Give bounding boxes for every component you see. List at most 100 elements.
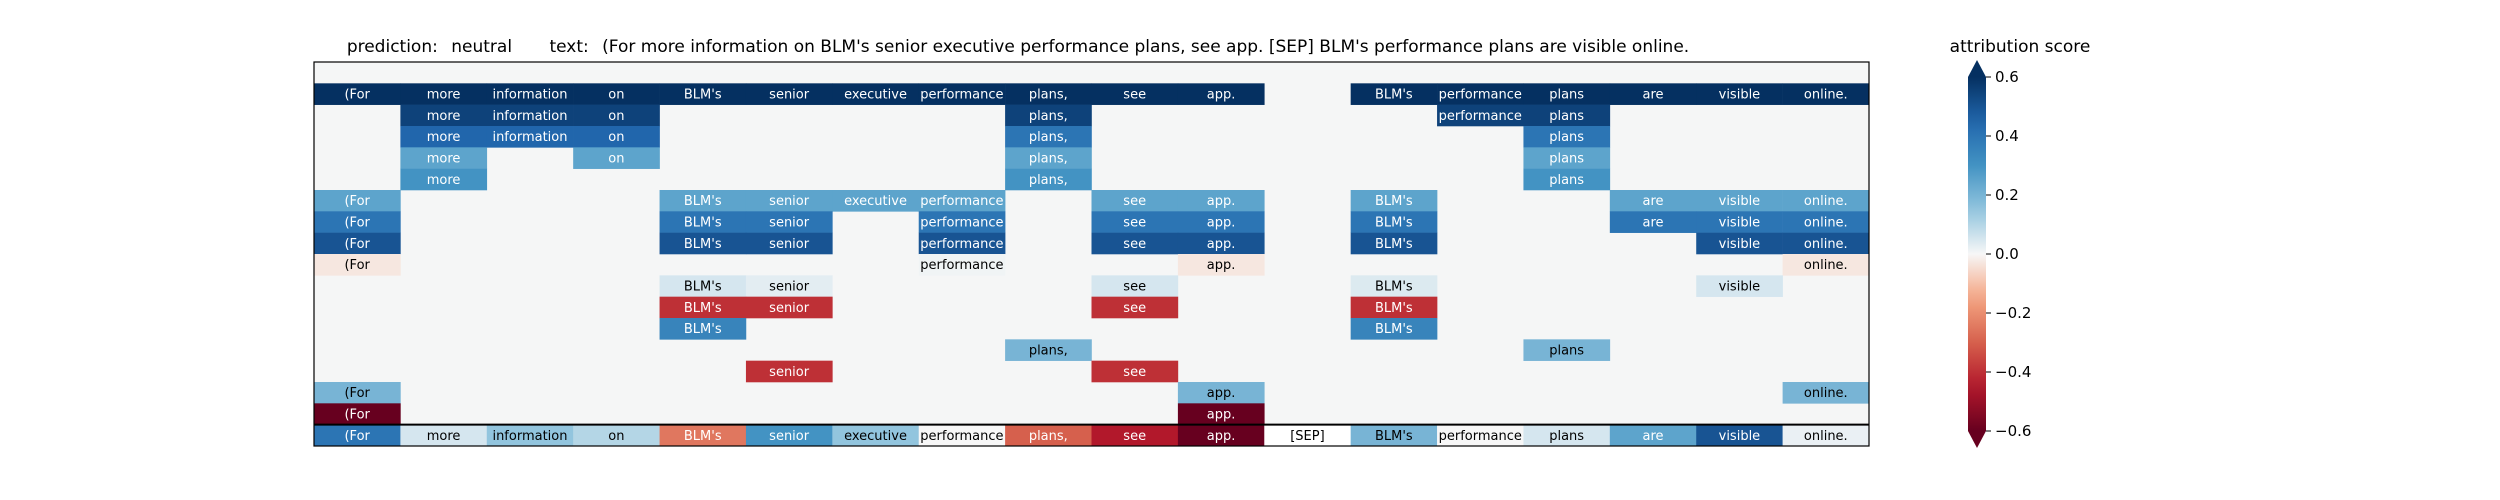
- cell-token-label: app.: [1207, 88, 1236, 103]
- cell-token-label: more: [427, 130, 461, 145]
- colorbar-tick-label: 0.2: [1995, 186, 2019, 204]
- heatmap-cell: [745, 360, 833, 383]
- cell-token-label: on: [608, 88, 624, 103]
- summary-cell: [573, 424, 660, 447]
- cell-token-label: plans: [1549, 344, 1584, 359]
- heatmap-cell: [400, 104, 488, 127]
- summary-token-label: plans: [1549, 429, 1584, 444]
- heatmap-cell: [1177, 382, 1265, 404]
- cell-token-label: plans,: [1029, 173, 1068, 188]
- heatmap-cell: [1782, 382, 1870, 404]
- chart-title: prediction: neutral text: (For more info…: [347, 37, 1689, 57]
- summary-cell: [1523, 424, 1611, 447]
- cell-token-label: BLM's: [684, 194, 722, 209]
- cell-token-label: more: [427, 109, 461, 124]
- heatmap-cell: [314, 403, 401, 425]
- cell-token-label: plans: [1549, 152, 1584, 167]
- cell-token-label: online.: [1804, 216, 1848, 231]
- heatmap-cell: [1091, 83, 1179, 105]
- summary-cell: [918, 424, 1006, 447]
- heatmap-cell: [1177, 403, 1265, 425]
- heatmap-cell: [1091, 296, 1179, 319]
- cell-token-label: (For: [344, 408, 370, 423]
- heatmap-cell: [400, 83, 488, 105]
- cell-token-label: senior: [769, 216, 810, 231]
- summary-cell: [1782, 424, 1870, 447]
- summary-cell: [1177, 424, 1265, 447]
- summary-cell: [314, 424, 401, 447]
- summary-token-label: [SEP]: [1290, 429, 1324, 444]
- heatmap-cell: [659, 211, 747, 233]
- heatmap-cell: [1696, 190, 1783, 212]
- summary-token-label: BLM's: [684, 429, 722, 444]
- heatmap-cell: [1696, 232, 1783, 255]
- cell-token-label: executive: [844, 88, 907, 103]
- cell-token-label: BLM's: [1375, 194, 1413, 209]
- cell-token-label: plans: [1549, 88, 1584, 103]
- summary-token-label: see: [1123, 429, 1146, 444]
- summary-token-label: online.: [1804, 429, 1848, 444]
- heatmap-cell: [1177, 83, 1265, 105]
- cell-token-label: see: [1123, 280, 1146, 295]
- cell-token-label: on: [608, 109, 624, 124]
- heatmap-cell: [745, 232, 833, 255]
- cell-token-label: (For: [344, 258, 370, 273]
- heatmap-cell: [659, 275, 747, 297]
- cell-token-label: BLM's: [684, 301, 722, 316]
- heatmap-cell: [1782, 211, 1870, 233]
- colorbar-tick-label: −0.2: [1995, 304, 2031, 322]
- cell-token-label: are: [1643, 194, 1664, 209]
- cell-token-label: performance: [1439, 88, 1522, 103]
- summary-cell: [1091, 424, 1179, 447]
- summary-token-label: plans,: [1029, 429, 1068, 444]
- cell-token-label: senior: [769, 194, 810, 209]
- cell-token-label: senior: [769, 365, 810, 380]
- heatmap-cell: [314, 211, 401, 233]
- heatmap-cell: [573, 83, 660, 105]
- cell-token-label: online.: [1804, 194, 1848, 209]
- heatmap-cell: [1523, 83, 1611, 105]
- cell-token-label: performance: [1439, 109, 1522, 124]
- heatmap-cell: [918, 211, 1006, 233]
- heatmap-cell: [832, 190, 920, 212]
- cell-token-label: on: [608, 130, 624, 145]
- heatmap-cell: [1177, 190, 1265, 212]
- cell-token-label: information: [492, 109, 567, 124]
- cell-token-label: (For: [344, 194, 370, 209]
- heatmap-cell: [1091, 211, 1179, 233]
- summary-cell: [659, 424, 747, 447]
- heatmap-cell: [1782, 83, 1870, 105]
- heatmap-cell: [314, 83, 401, 105]
- cell-token-label: app.: [1207, 216, 1236, 231]
- cell-token-label: online.: [1804, 386, 1848, 401]
- colorbar-gradient: [1968, 77, 1986, 431]
- summary-cell: [1609, 424, 1697, 447]
- heatmap-cell: [1177, 254, 1265, 276]
- colorbar-extend-max: [1968, 60, 1986, 77]
- summary-token-label: more: [427, 429, 461, 444]
- heatmap-cell: [1350, 275, 1438, 297]
- heatmap-cell: [1609, 211, 1697, 233]
- summary-cell: [400, 424, 488, 447]
- cell-token-label: online.: [1804, 258, 1848, 273]
- heatmap-cell: [1091, 360, 1179, 383]
- heatmap-cell: [1609, 190, 1697, 212]
- text-label: text:: [549, 37, 588, 57]
- heatmap-cell: [314, 232, 401, 255]
- heatmap-cell: [659, 296, 747, 319]
- heatmap-cell: [314, 254, 401, 276]
- heatmap-cell: [1091, 190, 1179, 212]
- heatmap-cell: [745, 275, 833, 297]
- heatmap-cell: [1005, 126, 1092, 148]
- cell-token-label: senior: [769, 88, 810, 103]
- cell-token-label: app.: [1207, 386, 1236, 401]
- heatmap-cell: [745, 190, 833, 212]
- heatmap-cell: [1005, 83, 1092, 105]
- heatmap-cell: [1005, 147, 1092, 169]
- heatmap-cell: [1005, 168, 1092, 191]
- cell-token-label: (For: [344, 88, 370, 103]
- cell-token-label: (For: [344, 216, 370, 231]
- colorbar: −0.6 −0.4 −0.2 0.0 0.2 0.4 0.6: [1968, 60, 2031, 448]
- cell-token-label: performance: [920, 88, 1003, 103]
- heatmap-cell: [1437, 104, 1524, 127]
